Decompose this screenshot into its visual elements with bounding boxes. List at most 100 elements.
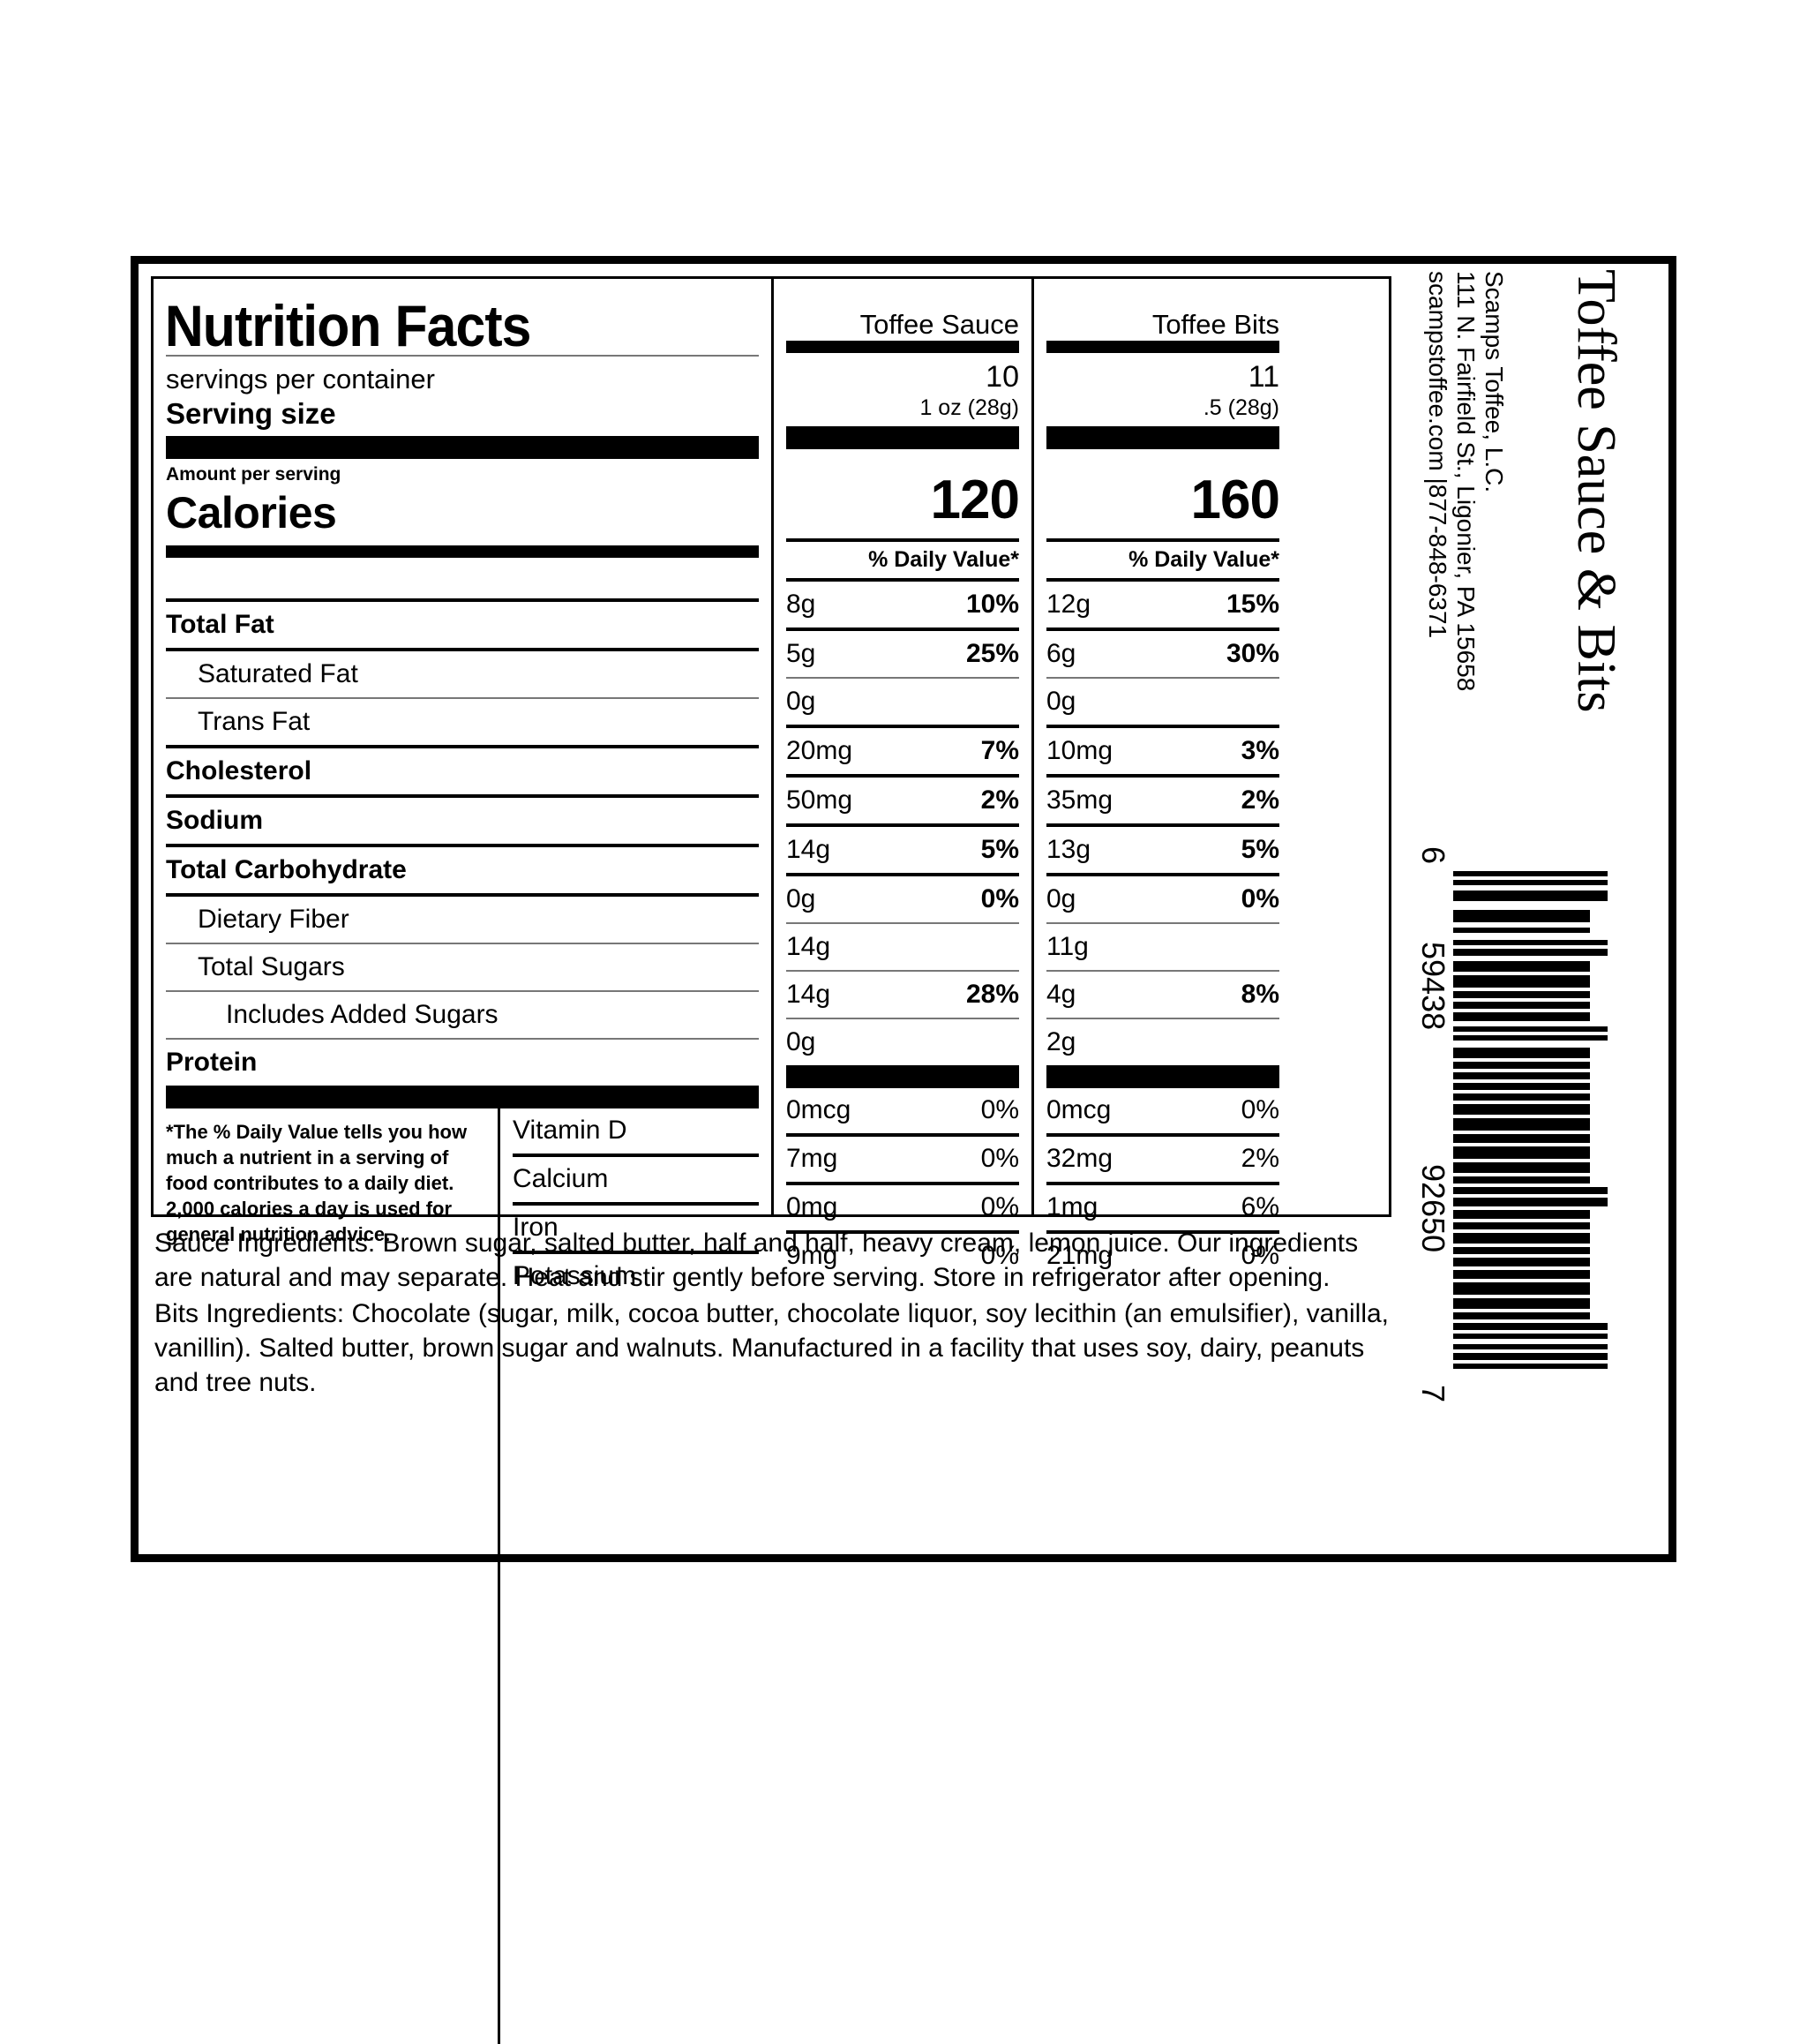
- micronutrient-daily-value: 0%: [980, 1241, 1019, 1271]
- product-title: Toffee Sauce & Bits: [1566, 269, 1626, 713]
- nutrient-daily-value: 2%: [980, 785, 1019, 815]
- barcode-bar: [1453, 910, 1590, 922]
- bits-ingredients-text: Bits Ingredients: Chocolate (sugar, milk…: [154, 1299, 1390, 1397]
- nutrient-amount: 12g: [1046, 589, 1091, 619]
- sauce-servings-per-container: 10: [986, 360, 1019, 394]
- calories-label: Calories: [166, 487, 337, 537]
- sauce-nutrient-value-row: 8g 10%: [786, 582, 1019, 627]
- barcode-bar: [1453, 1002, 1590, 1009]
- micronutrient-label: Vitamin D: [513, 1116, 627, 1146]
- bits-header-rule: [1046, 341, 1279, 353]
- nutrient-daily-value: 7%: [980, 735, 1019, 765]
- nutrient-daily-value: 5%: [980, 834, 1019, 864]
- barcode-bar: [1453, 1072, 1590, 1079]
- sauce-nutrient-value-row: 50mg 2%: [786, 778, 1019, 823]
- row-divider: [1046, 1229, 1279, 1234]
- sauce-nutrient-value-row: 5g 25%: [786, 631, 1019, 677]
- micronutrient-label: Calcium: [513, 1164, 609, 1194]
- micronutrient-amount: 0mcg: [786, 1095, 851, 1125]
- micronutrient-label-column: Vitamin D Calcium Iron Potassium: [498, 1108, 771, 2044]
- nutrient-amount: 50mg: [786, 785, 853, 815]
- facts-and-ingredients-section: Nutrition Facts servings per container S…: [139, 264, 1409, 2044]
- barcode-digits: 6 59438 92650 7: [1414, 846, 1451, 1447]
- bits-micronutrient-values: 0mcg 0% 32mg 2% 1mg 6% 21mg 0%: [1034, 1088, 1292, 1279]
- amount-per-serving-label: Amount per serving: [166, 463, 341, 485]
- nutrient-label-list: Total Fat Saturated Fat Trans Fat Cholester…: [154, 602, 771, 1086]
- nutrient-label: Saturated Fat: [198, 658, 358, 688]
- column-header-toffee-bits: Toffee Bits: [1151, 309, 1279, 340]
- micronutrient-rule: [166, 1085, 759, 1108]
- row-divider: [1046, 969, 1279, 972]
- nutrient-daily-value: 5%: [1241, 834, 1279, 864]
- row-divider: [786, 921, 1019, 924]
- row-divider: [786, 872, 1019, 876]
- row-divider: [786, 1181, 1019, 1185]
- nutrient-label: Protein: [166, 1047, 258, 1077]
- row-divider: [1046, 1132, 1279, 1137]
- barcode-bar: [1453, 1270, 1590, 1279]
- nutrient-daily-value: 15%: [1226, 589, 1279, 619]
- barcode-group-1: 59438: [1415, 942, 1451, 1031]
- nutrient-label: Total Carbohydrate: [166, 854, 407, 884]
- serving-size-label: Serving size: [166, 396, 336, 430]
- row-divider: [1046, 627, 1279, 631]
- micronutrient-daily-value: 0%: [980, 1095, 1019, 1125]
- barcode-bar: [1453, 991, 1590, 998]
- sauce-calories-rule: [786, 537, 1019, 542]
- nutrient-label: Cholesterol: [166, 755, 312, 785]
- barcode-bar: [1453, 1118, 1590, 1131]
- row-divider: [786, 823, 1019, 827]
- barcode-bar: [1453, 890, 1608, 901]
- bits-nutrient-values: 12g 15% 6g 30% 0g 10mg 3% 35mg 2% 13g 5% 0g 0% 11g 4g 8…: [1034, 582, 1292, 1065]
- micronutrient-label: Iron: [513, 1213, 559, 1243]
- barcode-group-2: 92650: [1415, 1164, 1451, 1253]
- barcode-bar: [1453, 1222, 1590, 1229]
- sauce-micronutrient-value-row: 0mcg 0%: [786, 1088, 1019, 1133]
- barcode-bar: [1453, 1312, 1590, 1319]
- row-divider: [513, 1153, 759, 1157]
- micronutrient-daily-value: 6%: [1241, 1192, 1279, 1222]
- sauce-nutrients-top-rule: [786, 577, 1019, 582]
- micronutrient-daily-value: 0%: [980, 1192, 1019, 1222]
- barcode-left-digit: 6: [1415, 846, 1451, 865]
- bits-nutrient-value-row: 12g 15%: [1046, 582, 1279, 627]
- nutrient-amount: 14g: [786, 931, 831, 961]
- bits-calories-rule: [1046, 537, 1279, 542]
- micronutrient-amount: 1mg: [1046, 1192, 1098, 1222]
- nutrient-label: Dietary Fiber: [198, 904, 349, 934]
- row-divider: [166, 793, 759, 798]
- nutrient-amount: 4g: [1046, 979, 1076, 1009]
- barcode-bar: [1453, 1364, 1608, 1369]
- sauce-micronutrient-value-row: 9mg 0%: [786, 1234, 1019, 1279]
- company-name: Scamps Toffee, L.C.: [1481, 271, 1508, 493]
- barcode-bar: [1453, 1176, 1590, 1184]
- barcode-bar: [1453, 1187, 1608, 1194]
- barcode-bar: [1453, 1035, 1608, 1041]
- barcode-bar: [1453, 1210, 1590, 1219]
- bits-nutrients-top-rule: [1046, 577, 1279, 582]
- barcode-bar: [1453, 1233, 1590, 1244]
- bits-daily-value-header: % Daily Value*: [1128, 546, 1279, 572]
- nutrient-label: Includes Added Sugars: [226, 999, 499, 1029]
- nutrient-label: Total Fat: [166, 609, 274, 639]
- nutrient-amount: 14g: [786, 979, 831, 1009]
- bits-serving-size: .5 (28g): [1203, 395, 1279, 421]
- micronutrient-amount: 0mcg: [1046, 1095, 1112, 1125]
- nutrient-label: Trans Fat: [198, 706, 311, 736]
- sauce-header-rule: [786, 341, 1019, 353]
- sauce-nutrient-value-row: 0g: [786, 679, 1019, 725]
- barcode-bar: [1453, 871, 1608, 876]
- row-divider: [1046, 872, 1279, 876]
- sauce-serving-size: 1 oz (28g): [919, 395, 1019, 421]
- row-divider: [1046, 724, 1279, 728]
- row-divider: [1046, 1017, 1279, 1019]
- row-divider: [513, 1201, 759, 1206]
- micronutrient-daily-value: 0%: [1241, 1095, 1279, 1125]
- column-header-toffee-sauce: Toffee Sauce: [859, 309, 1019, 340]
- barcode-bar: [1453, 880, 1608, 885]
- row-divider: [1046, 676, 1279, 679]
- page-title: Nutrition Facts: [164, 293, 532, 358]
- row-divider: [786, 676, 1019, 679]
- barcode-bar: [1453, 1247, 1590, 1254]
- nutrient-daily-value: 0%: [1241, 883, 1279, 913]
